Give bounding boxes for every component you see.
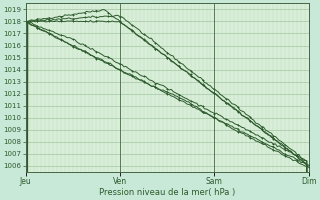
X-axis label: Pression niveau de la mer( hPa ): Pression niveau de la mer( hPa )	[99, 188, 235, 197]
